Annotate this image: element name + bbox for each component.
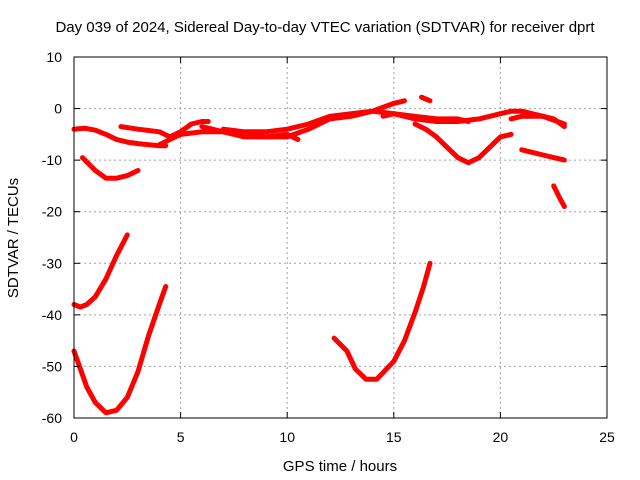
y-tick-label: -30 [42, 255, 62, 271]
y-axis-label: SDTVAR / TECUs [5, 178, 22, 298]
series-line-track-12 [551, 183, 567, 210]
x-tick-label: 25 [599, 429, 615, 445]
series-layer [71, 94, 567, 416]
series-line-track-14 [71, 284, 169, 416]
series-line-track-4 [199, 98, 407, 140]
x-tick-label: 5 [177, 429, 185, 445]
y-tick-label: 10 [46, 49, 62, 65]
x-axis-label: GPS time / hours [283, 458, 397, 475]
series-line-track-11 [519, 147, 567, 163]
chart-title: Day 039 of 2024, Sidereal Day-to-day VTE… [55, 19, 595, 36]
y-tick-label: -60 [42, 410, 62, 426]
series-line-track-10 [80, 155, 141, 181]
axis-ticks: 0 5 10 15 20 25 -60 -50 -40 -30 -20 -10 0 10 [42, 49, 615, 445]
series-line-track-7 [412, 121, 514, 166]
series-line-track-8 [508, 113, 567, 130]
y-tick-label: -20 [42, 204, 62, 220]
y-tick-label: 0 [54, 101, 62, 117]
series-line-track-13 [71, 232, 130, 310]
x-tick-label: 10 [279, 429, 295, 445]
x-tick-label: 0 [70, 429, 78, 445]
y-tick-label: -40 [42, 307, 62, 323]
series-line-track-15 [331, 260, 433, 382]
y-tick-label: -50 [42, 358, 62, 374]
x-tick-label: 15 [386, 429, 402, 445]
plot-frame [73, 56, 608, 419]
series-line-track-1 [71, 125, 169, 149]
grid [74, 57, 607, 418]
series-line-track-6 [380, 108, 567, 127]
x-tick-label: 20 [493, 429, 509, 445]
series-line-track-9 [419, 94, 433, 104]
y-tick-label: -10 [42, 152, 62, 168]
series-line-track-5 [220, 108, 471, 135]
